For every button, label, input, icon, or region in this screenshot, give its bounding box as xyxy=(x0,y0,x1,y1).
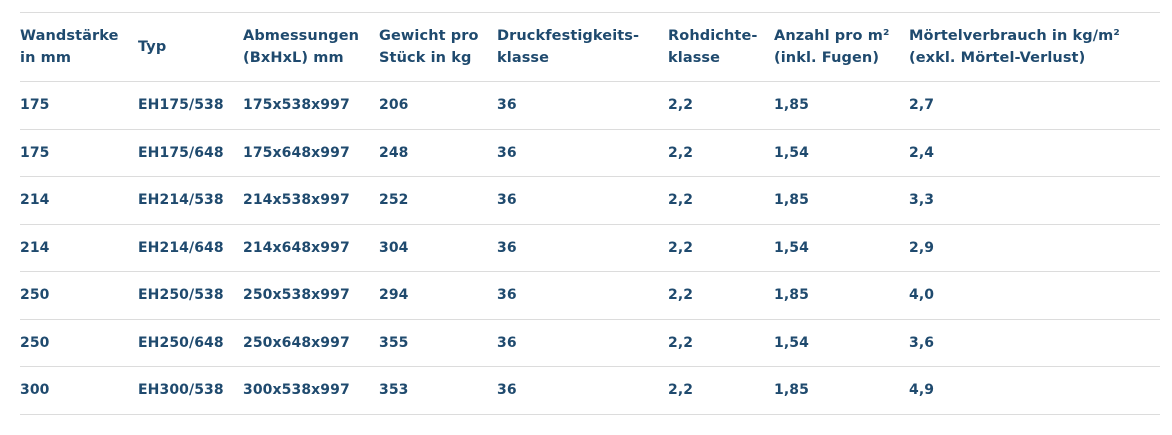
cell-type: EH175/538 xyxy=(138,97,224,114)
table-row: 300 EH300/538 300x538x997 353 36 2,2 1,8… xyxy=(20,367,1160,414)
product-table: Wandstärke in mm Typ Abmessungen (BxHxL)… xyxy=(20,12,1160,415)
cell-mortar-consumption: 2,7 xyxy=(909,97,935,114)
cell-type: EH300/538 xyxy=(138,382,224,399)
cell-weight: 355 xyxy=(379,334,409,351)
cell-compressive-strength: 36 xyxy=(497,192,517,209)
cell-type: EH214/648 xyxy=(138,239,224,256)
cell-weight: 252 xyxy=(379,192,409,209)
table-row: 214 EH214/538 214x538x997 252 36 2,2 1,8… xyxy=(20,177,1160,224)
cell-compressive-strength: 36 xyxy=(497,382,517,399)
cell-wall-thickness: 175 xyxy=(20,144,50,161)
cell-dimensions: 250x648x997 xyxy=(243,334,350,351)
cell-count-per-m2: 1,54 xyxy=(774,144,809,161)
cell-weight: 294 xyxy=(379,287,409,304)
cell-dimensions: 214x648x997 xyxy=(243,239,350,256)
cell-mortar-consumption: 3,3 xyxy=(909,192,935,209)
cell-mortar-consumption: 2,4 xyxy=(909,144,935,161)
cell-wall-thickness: 214 xyxy=(20,192,50,209)
cell-compressive-strength: 36 xyxy=(497,287,517,304)
cell-count-per-m2: 1,85 xyxy=(774,192,809,209)
header-count-per-m2: Anzahl pro m² (inkl. Fugen) xyxy=(774,28,890,66)
cell-type: EH250/648 xyxy=(138,334,224,351)
cell-count-per-m2: 1,54 xyxy=(774,334,809,351)
cell-count-per-m2: 1,85 xyxy=(774,97,809,114)
cell-type: EH250/538 xyxy=(138,287,224,304)
cell-type: EH214/538 xyxy=(138,192,224,209)
cell-count-per-m2: 1,54 xyxy=(774,239,809,256)
cell-mortar-consumption: 2,9 xyxy=(909,239,935,256)
cell-dimensions: 175x648x997 xyxy=(243,144,350,161)
table-row: 250 EH250/648 250x648x997 355 36 2,2 1,5… xyxy=(20,319,1160,367)
cell-weight: 353 xyxy=(379,382,409,399)
cell-mortar-consumption: 4,0 xyxy=(909,287,935,304)
header-type: Typ xyxy=(138,39,167,55)
cell-mortar-consumption: 4,9 xyxy=(909,382,935,399)
header-density-class: Rohdichte- klasse xyxy=(668,28,758,66)
cell-compressive-strength: 36 xyxy=(497,144,517,161)
header-compressive-strength: Druckfestigkeits- klasse xyxy=(497,28,640,66)
cell-type: EH175/648 xyxy=(138,144,224,161)
header-row: Wandstärke in mm Typ Abmessungen (BxHxL)… xyxy=(20,12,1160,82)
cell-compressive-strength: 36 xyxy=(497,239,517,256)
cell-compressive-strength: 36 xyxy=(497,97,517,114)
table-row: 214 EH214/648 214x648x997 304 36 2,2 1,5… xyxy=(20,224,1160,272)
cell-dimensions: 250x538x997 xyxy=(243,287,350,304)
cell-dimensions: 300x538x997 xyxy=(243,382,350,399)
cell-density-class: 2,2 xyxy=(668,287,694,304)
cell-density-class: 2,2 xyxy=(668,239,694,256)
cell-density-class: 2,2 xyxy=(668,382,694,399)
header-mortar-consumption: Mörtelverbrauch in kg/m² (exkl. Mörtel-V… xyxy=(909,28,1120,66)
cell-density-class: 2,2 xyxy=(668,334,694,351)
cell-density-class: 2,2 xyxy=(668,144,694,161)
table-row: 250 EH250/538 250x538x997 294 36 2,2 1,8… xyxy=(20,272,1160,319)
cell-mortar-consumption: 3,6 xyxy=(909,334,935,351)
header-dimensions: Abmessungen (BxHxL) mm xyxy=(243,28,360,66)
cell-weight: 206 xyxy=(379,97,409,114)
header-wall-thickness: Wandstärke in mm xyxy=(20,28,119,66)
cell-density-class: 2,2 xyxy=(668,192,694,209)
cell-wall-thickness: 250 xyxy=(20,287,50,304)
cell-count-per-m2: 1,85 xyxy=(774,382,809,399)
cell-weight: 248 xyxy=(379,144,409,161)
cell-count-per-m2: 1,85 xyxy=(774,287,809,304)
cell-wall-thickness: 214 xyxy=(20,239,50,256)
table-row: 175 EH175/538 175x538x997 206 36 2,2 1,8… xyxy=(20,82,1160,129)
table-header: Wandstärke in mm Typ Abmessungen (BxHxL)… xyxy=(20,12,1160,82)
header-weight: Gewicht pro Stück in kg xyxy=(379,28,479,66)
table-body: 175 EH175/538 175x538x997 206 36 2,2 1,8… xyxy=(20,82,1160,414)
cell-density-class: 2,2 xyxy=(668,97,694,114)
cell-weight: 304 xyxy=(379,239,409,256)
cell-compressive-strength: 36 xyxy=(497,334,517,351)
cell-dimensions: 214x538x997 xyxy=(243,192,350,209)
cell-wall-thickness: 300 xyxy=(20,382,50,399)
cell-dimensions: 175x538x997 xyxy=(243,97,350,114)
cell-wall-thickness: 175 xyxy=(20,97,50,114)
table-row: 175 EH175/648 175x648x997 248 36 2,2 1,5… xyxy=(20,129,1160,177)
product-table-container: Wandstärke in mm Typ Abmessungen (BxHxL)… xyxy=(20,12,1160,415)
cell-wall-thickness: 250 xyxy=(20,334,50,351)
